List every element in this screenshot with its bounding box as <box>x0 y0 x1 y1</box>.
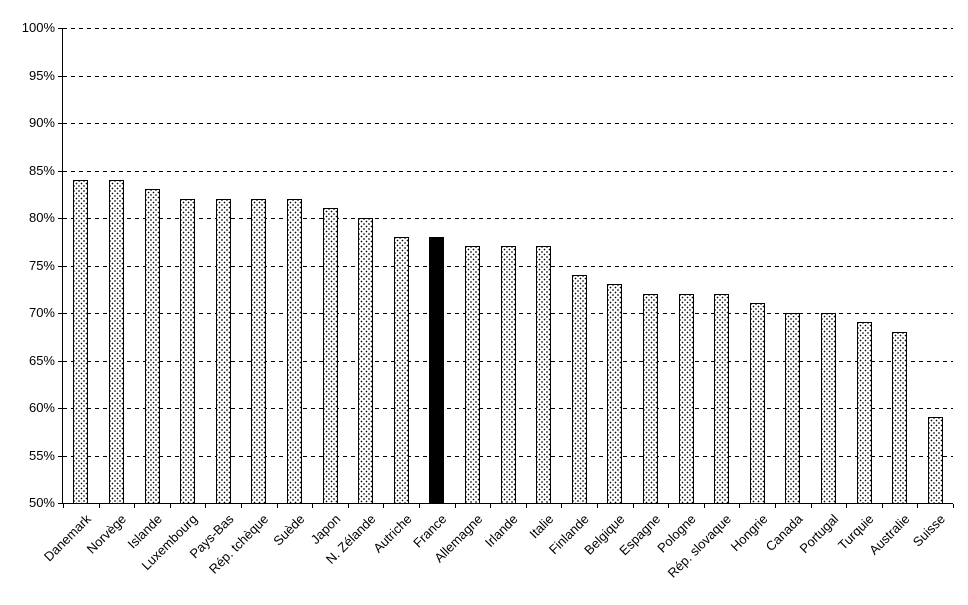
y-axis-tick <box>58 76 63 77</box>
x-tick-label-irlande: Irlande <box>482 511 521 551</box>
x-axis-tick <box>277 504 278 508</box>
x-axis-tick <box>704 504 705 508</box>
bar-turquie <box>857 322 872 503</box>
x-axis-tick <box>63 504 64 508</box>
bar-islande <box>145 189 160 503</box>
x-axis-tick <box>668 504 669 508</box>
gridline-100pct <box>63 28 953 29</box>
x-axis-tick <box>846 504 847 508</box>
x-axis-tick <box>597 504 598 508</box>
y-axis-tick <box>58 408 63 409</box>
bar-suisse <box>928 417 943 503</box>
bar-r-p-tch-que <box>251 199 266 503</box>
x-axis-tick <box>134 504 135 508</box>
y-tick-label-50: 50% <box>28 495 55 510</box>
y-axis-tick <box>58 28 63 29</box>
gridline-80pct <box>63 218 953 219</box>
y-tick-label-85: 85% <box>28 163 55 178</box>
bar-espagne <box>643 294 658 503</box>
bar-luxembourg <box>180 199 195 503</box>
x-axis-tick <box>953 504 954 508</box>
y-axis-tick <box>58 266 63 267</box>
x-tick-label-suisse: Suisse <box>909 511 949 550</box>
bar-su-de <box>287 199 302 503</box>
x-axis-tick <box>99 504 100 508</box>
x-axis-tick <box>205 504 206 508</box>
bar-finlande <box>572 275 587 503</box>
x-axis-tick <box>882 504 883 508</box>
bar-allemagne <box>465 246 480 503</box>
bar-pays-bas <box>216 199 231 503</box>
y-tick-label-65: 65% <box>28 353 55 368</box>
bar-italie <box>536 246 551 503</box>
x-axis-tick <box>917 504 918 508</box>
bar-danemark <box>73 180 88 503</box>
bar-autriche <box>394 237 409 503</box>
bar-france <box>429 237 444 503</box>
gridline-95pct <box>63 76 953 77</box>
x-axis-tick <box>241 504 242 508</box>
y-tick-label-60: 60% <box>28 400 55 415</box>
x-axis-tick <box>170 504 171 508</box>
x-axis-tick <box>383 504 384 508</box>
x-axis-tick <box>526 504 527 508</box>
x-tick-label-danemark: Danemark <box>40 511 94 565</box>
bar-hongrie <box>750 303 765 503</box>
x-axis-tick <box>490 504 491 508</box>
bar-canada <box>785 313 800 503</box>
x-axis-tick <box>455 504 456 508</box>
x-tick-label-su-de: Suède <box>270 511 308 549</box>
bar-japon <box>323 208 338 503</box>
x-tick-label-autriche: Autriche <box>369 511 415 556</box>
bar-r-p-slovaque <box>714 294 729 503</box>
y-axis-tick <box>58 456 63 457</box>
x-axis-tick <box>561 504 562 508</box>
x-axis-tick <box>419 504 420 508</box>
y-tick-label-95: 95% <box>28 68 55 83</box>
y-tick-label-100: 100% <box>21 20 55 35</box>
x-axis-tick <box>811 504 812 508</box>
x-tick-label-hongrie: Hongrie <box>727 511 771 555</box>
y-axis-tick <box>58 313 63 314</box>
y-axis-tick <box>58 123 63 124</box>
bar-irlande <box>501 246 516 503</box>
y-tick-label-80: 80% <box>28 210 55 225</box>
y-tick-label-70: 70% <box>28 305 55 320</box>
bar-norv-ge <box>109 180 124 503</box>
x-axis-tick <box>739 504 740 508</box>
y-axis-tick <box>58 361 63 362</box>
plot-area <box>58 28 954 508</box>
bar-belgique <box>607 284 622 503</box>
x-axis-tick <box>633 504 634 508</box>
y-tick-label-75: 75% <box>28 258 55 273</box>
y-axis-tick <box>58 171 63 172</box>
y-tick-label-55: 55% <box>28 448 55 463</box>
bar-portugal <box>821 313 836 503</box>
y-axis-tick <box>58 503 63 504</box>
x-axis-tick <box>775 504 776 508</box>
gridline-85pct <box>63 171 953 172</box>
x-axis-tick <box>312 504 313 508</box>
gridline-90pct <box>63 123 953 124</box>
x-tick-label-italie: Italie <box>526 511 557 542</box>
y-tick-label-90: 90% <box>28 115 55 130</box>
bar-australie <box>892 332 907 503</box>
x-axis-tick <box>348 504 349 508</box>
bar-n-z-lande <box>358 218 373 503</box>
bar-pologne <box>679 294 694 503</box>
y-axis-tick <box>58 218 63 219</box>
